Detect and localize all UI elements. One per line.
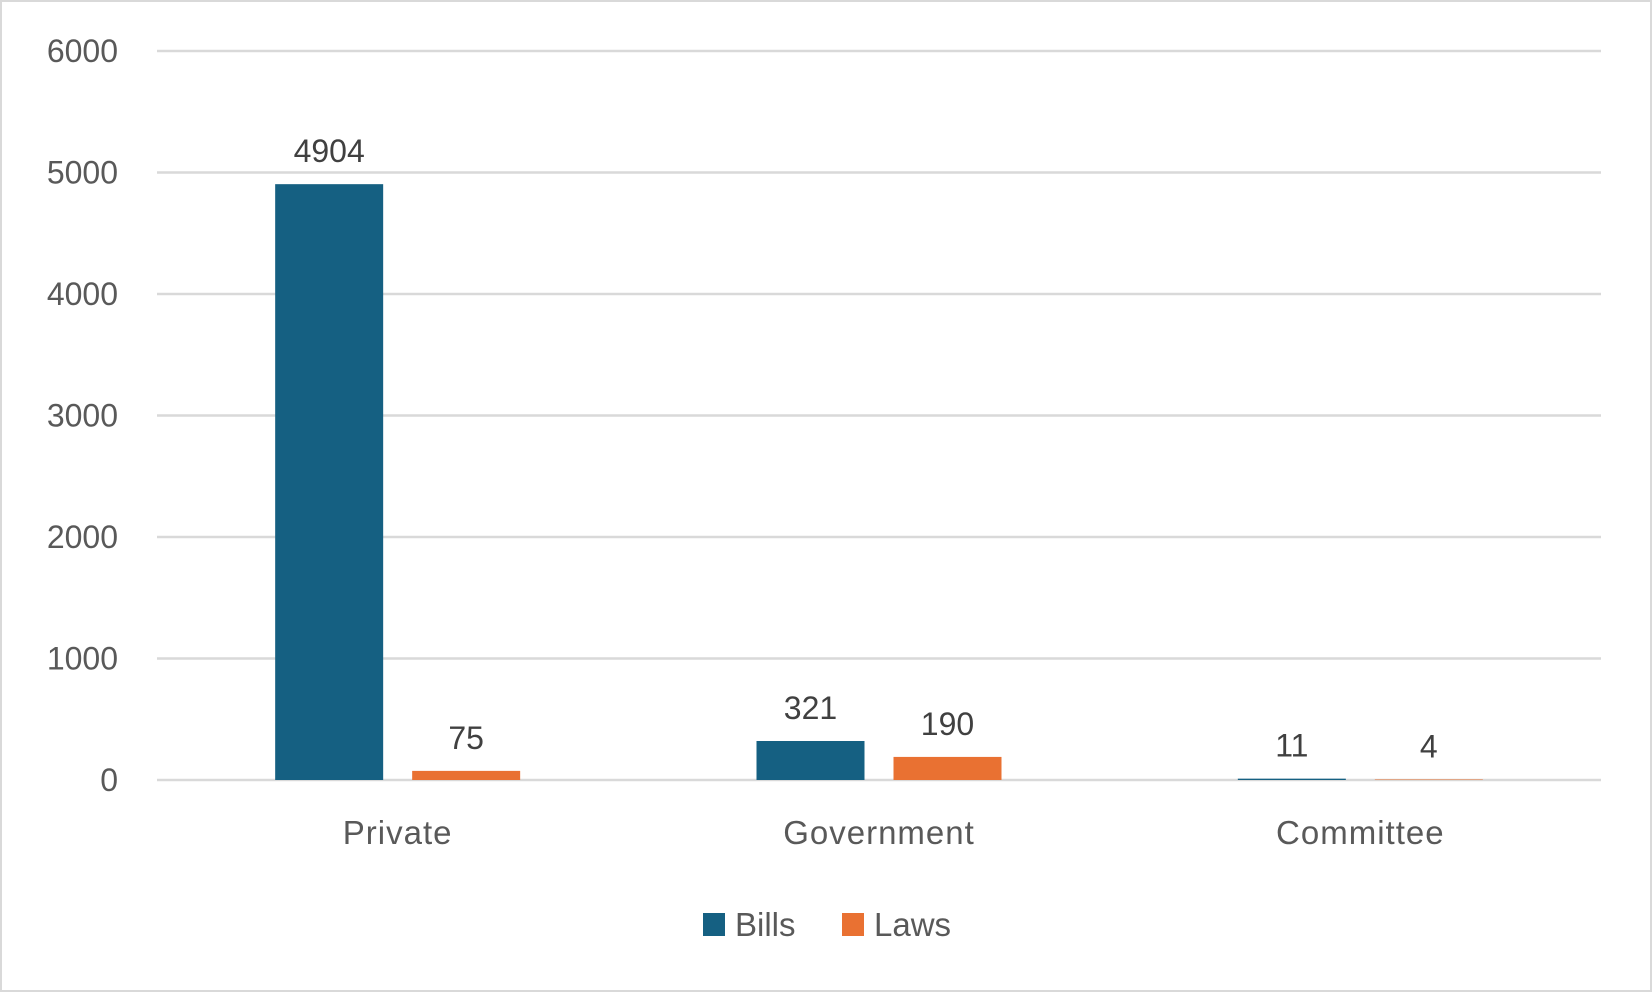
y-tick-label: 5000 (47, 155, 118, 191)
data-label: 321 (784, 690, 837, 726)
x-category-label: Private (343, 814, 453, 851)
y-tick-label: 0 (100, 762, 118, 798)
bars (275, 184, 1483, 781)
data-label: 190 (921, 706, 974, 742)
data-label: 75 (448, 720, 484, 756)
data-labels: 4904 75 321 190 11 4 (294, 133, 1438, 764)
x-category-label: Government (783, 814, 975, 851)
x-category-label: Committee (1276, 814, 1445, 851)
y-tick-label: 2000 (47, 519, 118, 555)
bar-bills (275, 184, 384, 780)
data-label: 4904 (294, 133, 365, 169)
legend-swatch-laws (842, 913, 864, 936)
bar-bills (1237, 778, 1346, 780)
y-tick-label: 6000 (47, 33, 118, 69)
y-axis-ticks: 0 1000 2000 3000 4000 5000 6000 (47, 33, 118, 798)
data-label: 11 (1275, 728, 1308, 764)
gridlines (157, 49, 1601, 782)
data-label: 4 (1420, 729, 1438, 765)
legend: Bills Laws (703, 906, 951, 943)
bar-bills (756, 740, 865, 780)
bar-laws (1374, 779, 1483, 781)
legend-swatch-bills (703, 913, 725, 936)
x-axis-categories: Private Government Committee (343, 814, 1445, 851)
bar-laws (412, 770, 521, 780)
y-tick-label: 1000 (47, 641, 118, 677)
legend-label-laws: Laws (874, 906, 951, 943)
legend-label-bills: Bills (735, 906, 796, 943)
y-tick-label: 3000 (47, 398, 118, 434)
y-tick-label: 4000 (47, 276, 118, 312)
bar-laws (893, 756, 1002, 780)
